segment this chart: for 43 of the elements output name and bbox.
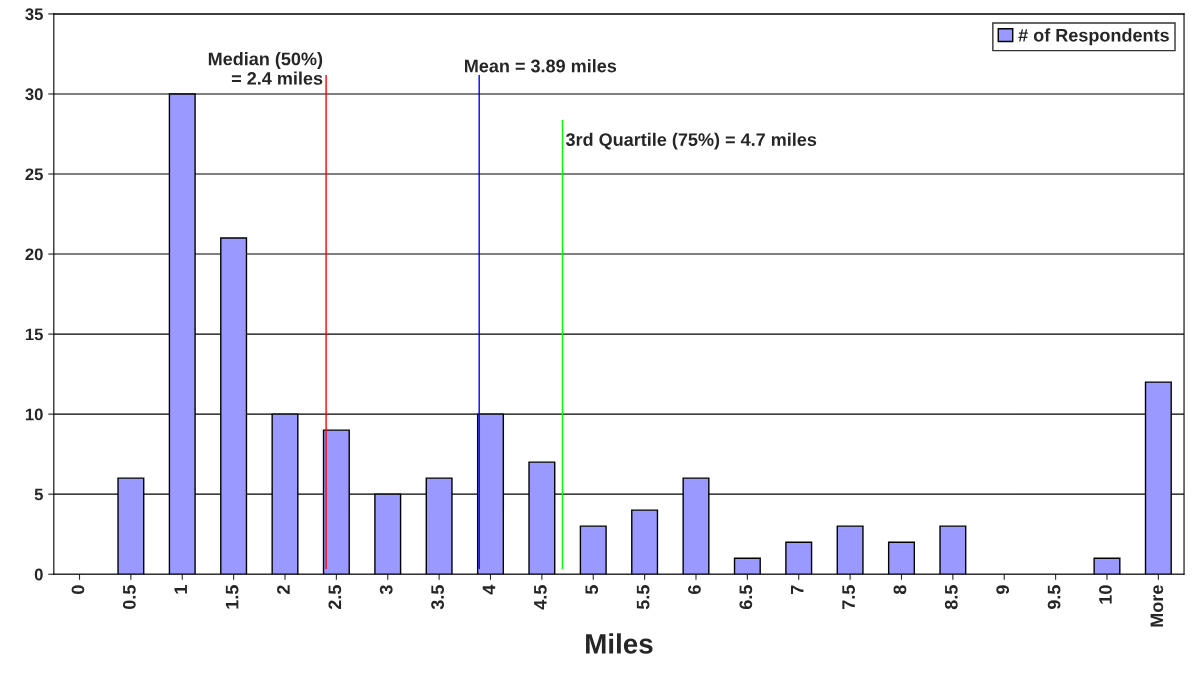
bar xyxy=(579,525,607,575)
x-tick-label: 7 xyxy=(790,585,804,594)
ref-line-label: Mean = 3.89 miles xyxy=(464,59,617,73)
x-tick-label: 8.5 xyxy=(944,585,958,610)
x-tick-label: 5.5 xyxy=(636,585,650,610)
x-tick-label: 3 xyxy=(379,585,393,595)
y-tick-label: 0 xyxy=(34,568,43,581)
x-tick-label: 1 xyxy=(174,585,187,594)
x-tick-label: 5 xyxy=(585,585,599,595)
bar xyxy=(887,541,916,575)
x-tick-label: 8 xyxy=(893,585,907,595)
x-tick-label: 10 xyxy=(1099,585,1112,604)
x-tick-label: 4 xyxy=(482,584,496,595)
legend-label: # of Respondents xyxy=(1018,28,1169,46)
x-tick-label: 2.5 xyxy=(328,585,342,610)
y-tick-label: 25 xyxy=(25,168,43,181)
y-tick-label: 30 xyxy=(25,88,43,101)
x-tick-label: 0.5 xyxy=(122,585,136,609)
x-tick-label: 1.5 xyxy=(225,585,239,609)
x-tick-label: 2 xyxy=(277,585,290,595)
bar xyxy=(631,509,659,575)
bar xyxy=(733,557,761,575)
x-tick-label: 9.5 xyxy=(1047,585,1061,610)
ref-line-label: Median (50%) = 2.4 miles xyxy=(208,52,323,85)
y-tick-label: 15 xyxy=(25,328,43,341)
y-tick-label: 20 xyxy=(25,248,43,261)
x-tick-label: 7.5 xyxy=(842,585,855,609)
y-tick-label: 35 xyxy=(25,8,43,21)
x-axis-title: Miles xyxy=(586,633,653,654)
x-tick-label: 0 xyxy=(71,585,85,594)
x-tick-label: 6 xyxy=(688,585,701,594)
x-tick-label: 3.5 xyxy=(431,585,444,610)
bar xyxy=(785,541,813,575)
ref-line-label: 3rd Quartile (75%) = 4.7 miles xyxy=(565,132,817,150)
y-tick-label: 5 xyxy=(34,488,43,501)
x-tick-label: 4.5 xyxy=(534,585,547,610)
x-tick-label: More xyxy=(1150,585,1164,627)
bar xyxy=(939,525,967,575)
bar xyxy=(836,525,864,575)
x-tick-label: 6.5 xyxy=(739,585,753,610)
x-tick-label: 9 xyxy=(996,585,1010,595)
bar xyxy=(1093,557,1121,575)
y-tick-label: 10 xyxy=(25,408,43,421)
